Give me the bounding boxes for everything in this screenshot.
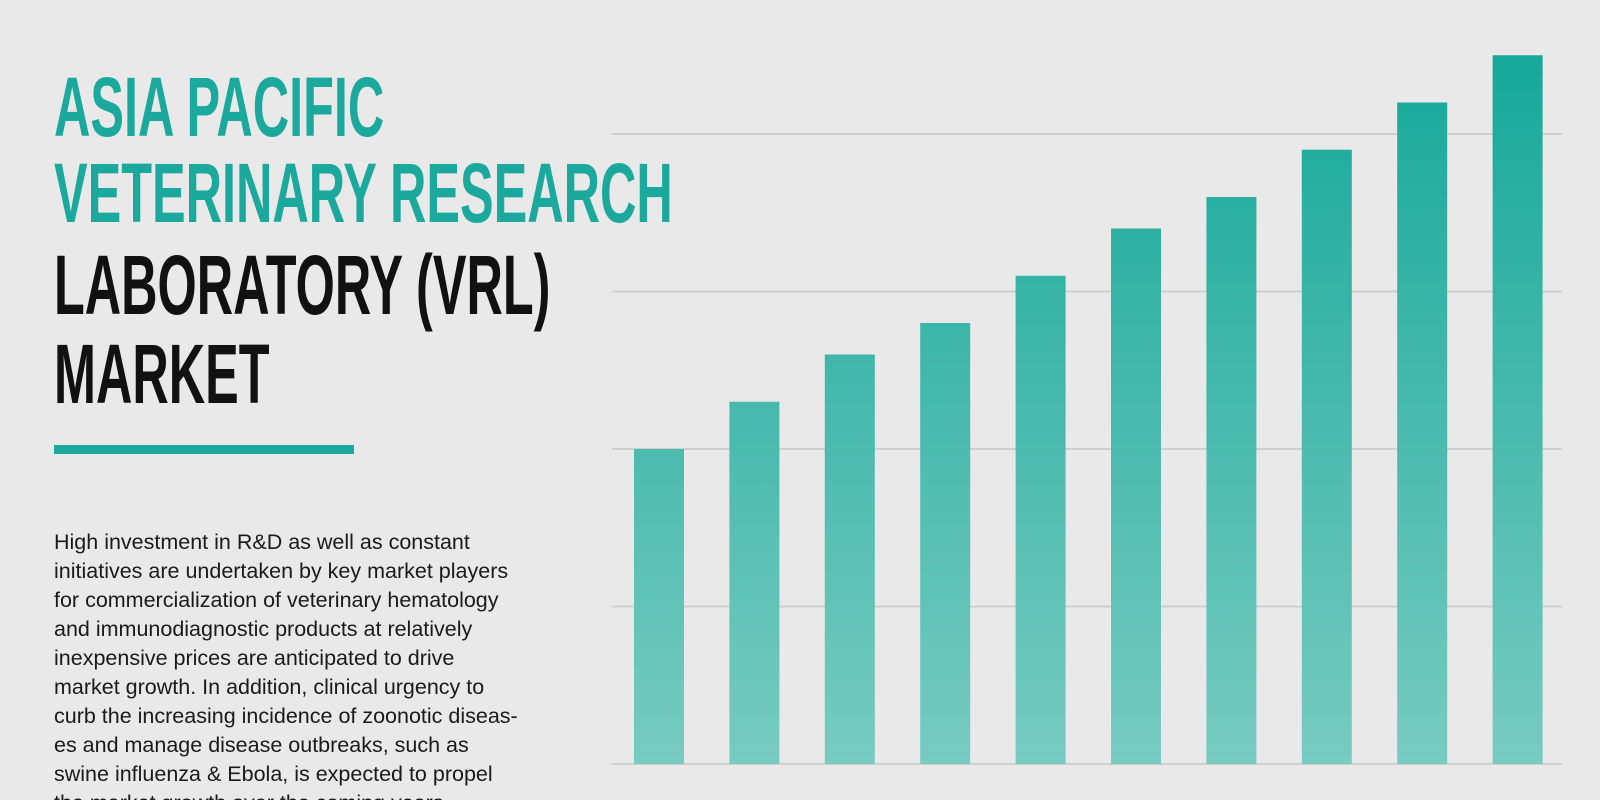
chart — [612, 55, 1562, 765]
title-line: ASIA PACIFIC — [54, 60, 384, 155]
description-line: initiatives are undertaken by key market… — [54, 559, 508, 583]
description-line: market growth. In addition, clinical urg… — [54, 675, 484, 699]
title-line: VETERINARY RESEARCH — [54, 146, 673, 241]
description: High investment in R&D as well as consta… — [54, 530, 518, 800]
description-line: High investment in R&D as well as consta… — [54, 530, 470, 554]
title-underline — [54, 445, 354, 454]
description-line: for commercialization of veterinary hema… — [54, 588, 499, 612]
title-line: LABORATORY (VRL) — [54, 238, 550, 333]
bar — [824, 354, 875, 764]
bar — [1301, 149, 1352, 764]
bar — [1015, 275, 1066, 764]
bar — [1206, 197, 1257, 764]
bar — [1397, 102, 1448, 764]
bar — [1111, 228, 1161, 764]
description-line: swine influenza & Ebola, is expected to … — [54, 762, 493, 786]
bar — [729, 401, 780, 764]
description-line: and immunodiagnostic products at relativ… — [54, 617, 473, 641]
title-line: MARKET — [54, 327, 270, 422]
bar — [1492, 55, 1543, 764]
bar — [920, 323, 971, 764]
description-line: the market growth over the coming years. — [54, 791, 450, 800]
description-line: es and manage disease outbreaks, such as — [54, 733, 469, 757]
description-line: inexpensive prices are anticipated to dr… — [54, 646, 454, 670]
description-line: curb the increasing incidence of zoonoti… — [54, 704, 518, 728]
bar — [634, 449, 684, 764]
